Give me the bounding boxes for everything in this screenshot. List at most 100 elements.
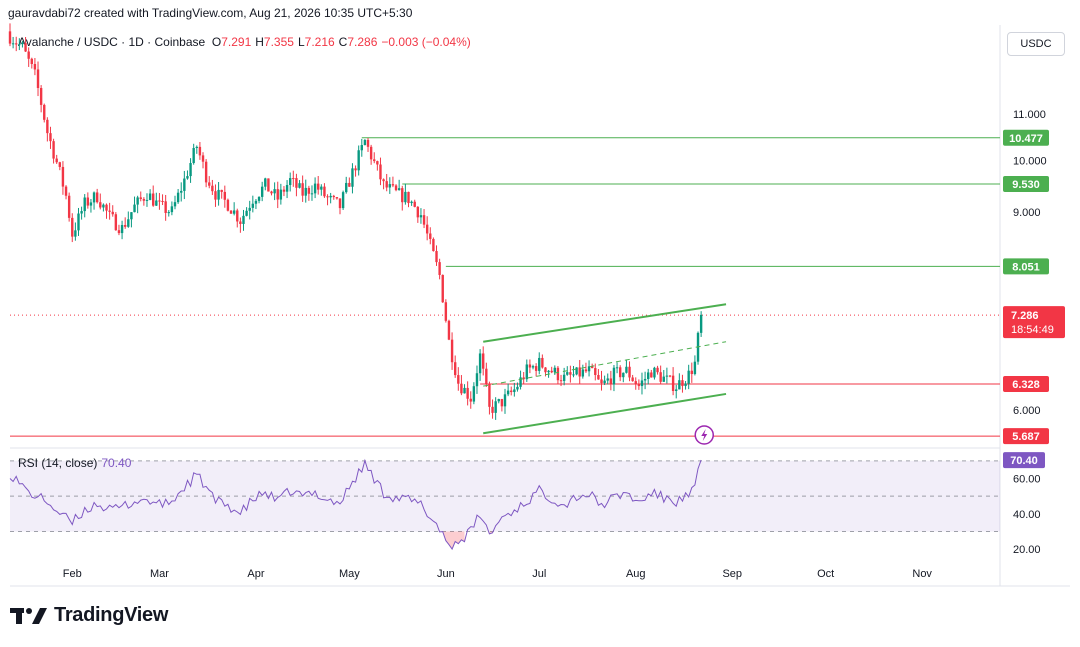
candle-body (105, 204, 108, 211)
candle-body (693, 361, 697, 375)
candle-body (444, 302, 448, 321)
candle (513, 382, 516, 397)
candle (55, 154, 58, 164)
candle (538, 352, 541, 375)
candle-body (139, 197, 142, 199)
candle (89, 198, 93, 213)
candle-body (522, 377, 525, 380)
candle (407, 191, 410, 208)
candle-body (189, 163, 192, 177)
candle-body (656, 367, 659, 373)
candle-body (226, 199, 230, 211)
candle-body (410, 201, 413, 204)
candle (15, 36, 18, 52)
candle-body (503, 394, 507, 407)
candle-body (123, 225, 127, 227)
candle-body (217, 189, 220, 200)
candle-body (43, 104, 46, 120)
candle (111, 205, 114, 217)
candle (631, 374, 634, 382)
candle-body (136, 197, 139, 205)
low-label: L (297, 35, 305, 49)
price-chart[interactable]: 10.477 9.530 8.051 6.328 5.687 7.286 18:54:49 1… (0, 0, 1080, 590)
level-price-tag-4[interactable]: 5.687 (1003, 428, 1049, 445)
candle (429, 227, 432, 245)
current-price-tag[interactable]: 7.286 18:54:49 (1003, 306, 1065, 339)
candle (189, 158, 192, 183)
candle (39, 85, 43, 113)
rsi-legend-value: 70.40 (101, 456, 132, 470)
rsi-value-tag[interactable]: 70.40 (1003, 452, 1045, 469)
candle (416, 206, 420, 223)
candle (618, 365, 622, 382)
candle (388, 177, 392, 194)
candle-body (186, 176, 189, 179)
candle (594, 363, 597, 381)
tradingview-logo-icon (10, 607, 47, 624)
candle-body (317, 183, 320, 190)
tradingview-logo[interactable]: TradingView (10, 604, 168, 627)
candle (662, 370, 665, 382)
candle (690, 362, 693, 383)
candle (74, 222, 77, 241)
candle-body (288, 178, 292, 186)
rsi-title: RSI (14, close) (18, 456, 98, 470)
candle (71, 213, 74, 243)
candle (472, 382, 476, 405)
candle-body (422, 215, 426, 225)
candle (478, 349, 482, 381)
level-price-tag-3[interactable]: 6.328 (1003, 375, 1049, 392)
level-price-tag-2[interactable]: 8.051 (1003, 258, 1049, 275)
candle-body (130, 212, 133, 220)
candle (587, 360, 591, 377)
candle (401, 185, 404, 211)
candle-body (519, 377, 522, 387)
symbol-title[interactable]: Avalanche / USDC · 1D · Coinbase (18, 35, 206, 49)
current-price-label: 7.286 (1011, 310, 1039, 322)
candle (450, 332, 454, 370)
candle (659, 365, 662, 385)
candle-body (211, 185, 214, 192)
candle (158, 192, 161, 210)
channel-upper-line[interactable] (483, 303, 727, 343)
candle (288, 172, 292, 192)
candle-body (155, 200, 158, 206)
level-tag-label: 9.530 (1012, 179, 1040, 191)
candle-body (354, 168, 357, 171)
channel-lower-line[interactable] (483, 392, 727, 435)
candle (229, 209, 233, 214)
change-value: −0.003 (−0.04%) (381, 35, 471, 49)
candle (643, 371, 647, 390)
candle (665, 367, 669, 384)
candle-body (8, 31, 12, 44)
candle-body (659, 372, 662, 382)
candle-body (534, 366, 538, 371)
rsi-oversold-fill (439, 531, 465, 550)
level-price-tag-0[interactable]: 10.477 (1003, 129, 1049, 146)
candle (444, 299, 448, 323)
flash-icon[interactable] (694, 425, 714, 445)
candle (186, 170, 189, 180)
time-label: May (339, 568, 360, 580)
level-price-tag-1[interactable]: 9.530 (1003, 176, 1049, 193)
candle-body (435, 251, 438, 263)
candle (345, 176, 348, 194)
candle (176, 188, 180, 204)
candle-body (332, 195, 335, 198)
candle-body (678, 380, 681, 390)
rsi-tick-label: 60.00 (1013, 474, 1041, 486)
currency-button[interactable]: USDC (1007, 32, 1065, 56)
candle (248, 200, 251, 220)
candle (139, 191, 142, 202)
candle-body (120, 225, 124, 234)
candle-body (457, 375, 460, 384)
candle-body (590, 366, 594, 369)
candle (192, 143, 195, 165)
candle (77, 207, 80, 236)
candle (681, 374, 684, 393)
candle (36, 61, 40, 97)
candle-body (30, 58, 33, 65)
candle-body (450, 339, 454, 363)
rsi-legend[interactable]: RSI (14, close) 70.40 (18, 456, 131, 470)
candle-body (245, 210, 248, 216)
